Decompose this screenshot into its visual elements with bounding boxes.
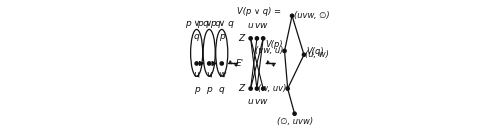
Text: w: w [260, 97, 267, 106]
Circle shape [283, 49, 286, 53]
Text: Z: Z [238, 34, 244, 43]
Text: p: p [206, 85, 212, 94]
Text: V(q): V(q) [306, 47, 324, 56]
Circle shape [220, 62, 224, 65]
Text: Z: Z [238, 84, 244, 93]
Text: p: p [219, 32, 224, 41]
Text: (∅, uvw): (∅, uvw) [276, 118, 312, 126]
Text: v: v [254, 21, 260, 30]
Text: (u, w): (u, w) [306, 50, 330, 59]
Text: V(p ∨ q) =: V(p ∨ q) = [237, 7, 281, 17]
Circle shape [256, 87, 258, 90]
Circle shape [262, 87, 265, 90]
Text: w: w [218, 70, 226, 79]
Text: V(p): V(p) [266, 39, 283, 49]
Circle shape [290, 14, 294, 17]
Text: (uvw, ∅): (uvw, ∅) [294, 11, 329, 20]
Text: w: w [260, 21, 267, 30]
Circle shape [256, 37, 258, 40]
Circle shape [286, 87, 290, 90]
Circle shape [293, 112, 296, 115]
Text: p ∨ q: p ∨ q [198, 19, 221, 28]
Circle shape [262, 37, 265, 40]
Text: v: v [206, 70, 212, 79]
Text: p ∨ q: p ∨ q [210, 19, 234, 28]
Text: q: q [194, 32, 200, 41]
Text: p: p [194, 85, 200, 94]
Text: u: u [248, 21, 254, 30]
Text: q: q [219, 85, 224, 94]
Text: u: u [248, 97, 254, 106]
Text: (w, uv): (w, uv) [258, 84, 286, 93]
Text: E': E' [236, 59, 244, 68]
Text: (vw, u): (vw, u) [254, 46, 283, 55]
Circle shape [302, 53, 306, 56]
Circle shape [208, 62, 211, 65]
Circle shape [249, 37, 252, 40]
Circle shape [249, 87, 252, 90]
Circle shape [195, 62, 198, 65]
Text: p ∨ q: p ∨ q [184, 19, 208, 28]
Text: u: u [194, 70, 200, 79]
Text: v: v [254, 97, 260, 106]
